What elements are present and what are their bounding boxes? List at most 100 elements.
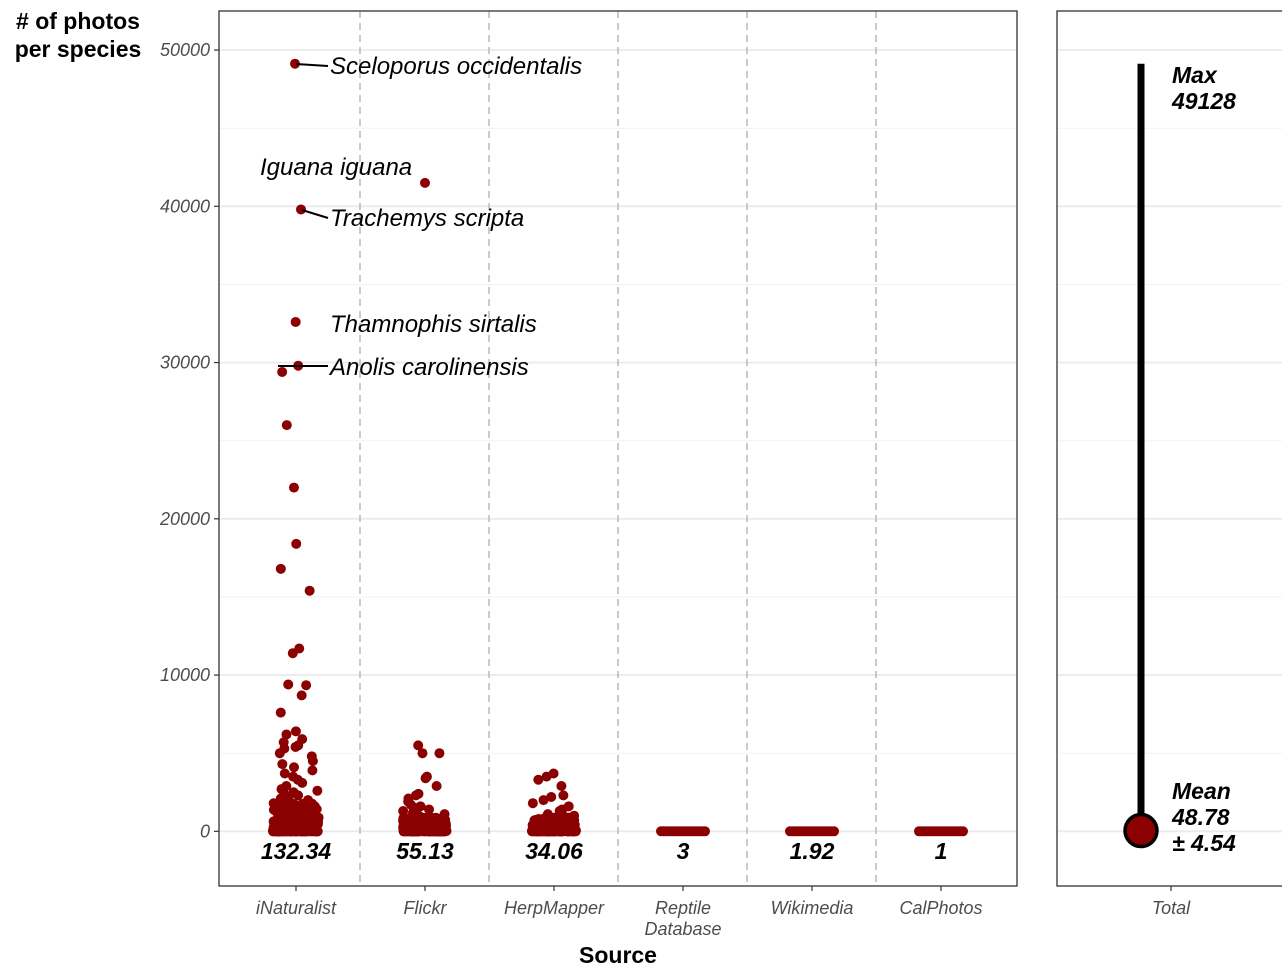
data-point — [541, 771, 552, 782]
category-mean-label: 1.92 — [790, 838, 835, 864]
data-point — [293, 790, 304, 801]
data-point — [420, 773, 431, 784]
data-point — [417, 748, 428, 759]
y-axis-title-line1: # of photos — [16, 8, 140, 34]
data-points-layer — [268, 58, 968, 837]
data-point — [290, 316, 301, 327]
annotation-label: Iguana iguana — [260, 154, 412, 181]
data-point — [546, 791, 557, 802]
x-tick-label: Wikimedia — [771, 898, 854, 918]
data-point — [279, 768, 290, 779]
annotation-leader — [295, 63, 329, 67]
data-point — [307, 765, 318, 776]
data-point — [529, 815, 540, 826]
data-point — [435, 813, 446, 824]
category-separators — [359, 11, 877, 886]
data-point — [287, 648, 298, 659]
category-mean-label: 34.06 — [525, 838, 583, 864]
main-panel-border — [218, 10, 1018, 887]
y-tick-label: 30000 — [160, 353, 210, 373]
x-axis-title: Source — [579, 942, 657, 965]
data-point — [288, 482, 299, 493]
annotation-label: Anolis carolinensis — [328, 354, 529, 381]
data-point — [290, 741, 301, 752]
annotations-layer: Sceloporus occidentalis Iguana iguana Trac… — [260, 53, 582, 381]
data-point — [533, 774, 544, 785]
data-point — [302, 799, 313, 810]
y-tick-label: 20000 — [159, 509, 210, 529]
data-point — [273, 819, 284, 830]
x-tick-label-total: Total — [1152, 898, 1191, 918]
data-point — [420, 177, 430, 188]
data-point — [275, 707, 286, 718]
data-point — [958, 826, 968, 837]
data-point — [290, 726, 301, 737]
total-max-label: Max — [1172, 62, 1218, 88]
data-point — [312, 785, 323, 796]
data-point — [301, 826, 312, 837]
data-point — [558, 790, 569, 801]
data-point — [277, 366, 288, 377]
annotation-label: Trachemys scripta — [330, 205, 524, 232]
data-point — [298, 810, 309, 821]
axis-ticks-layer: 0 10000 20000 30000 40000 50000 iNaturalist Fli… — [159, 40, 1191, 939]
data-point — [289, 811, 300, 822]
x-tick-label: CalPhotos — [899, 898, 982, 918]
x-tick-label: Reptile — [655, 898, 711, 918]
mean-labels-layer: 132.34 55.13 34.06 3 1.92 1 — [261, 838, 948, 864]
data-point — [304, 585, 315, 596]
y-tick-label: 50000 — [160, 40, 210, 60]
category-mean-label: 3 — [677, 838, 690, 864]
y-axis-title: # of photos per species — [15, 8, 142, 62]
data-point — [434, 748, 445, 759]
annotation-label: Thamnophis sirtalis — [330, 311, 537, 338]
x-tick-label: HerpMapper — [504, 898, 605, 918]
data-point — [272, 804, 283, 815]
data-point — [536, 826, 547, 837]
data-point — [439, 826, 450, 837]
data-point — [527, 798, 538, 809]
category-mean-label: 132.34 — [261, 838, 332, 864]
data-point — [411, 825, 422, 836]
data-point — [700, 826, 710, 837]
data-point — [290, 58, 300, 69]
data-point — [431, 781, 442, 791]
y-tick-label: 0 — [200, 821, 210, 841]
data-point — [556, 781, 567, 791]
data-point — [281, 420, 292, 431]
data-point — [291, 538, 302, 549]
data-point — [277, 759, 288, 770]
data-point — [420, 813, 431, 824]
data-point — [280, 799, 291, 810]
data-point — [568, 824, 579, 835]
category-mean-label: 55.13 — [396, 838, 454, 864]
data-point — [274, 748, 285, 759]
data-point — [283, 679, 294, 690]
total-mean-label: ± 4.54 — [1172, 830, 1236, 856]
y-tick-label: 10000 — [160, 665, 210, 685]
data-point — [547, 820, 558, 831]
data-point — [312, 819, 323, 830]
data-point — [288, 762, 299, 773]
total-panel-border — [1056, 10, 1282, 887]
y-tick-label: 40000 — [160, 196, 210, 216]
total-mean-point — [1123, 812, 1159, 849]
data-point — [829, 826, 839, 837]
data-point — [296, 204, 306, 215]
x-tick-label: iNaturalist — [256, 898, 337, 918]
category-mean-label: 1 — [935, 838, 948, 864]
annotation-leader — [301, 209, 329, 219]
total-mean-label: 48.78 — [1171, 804, 1230, 830]
data-point — [398, 815, 409, 826]
data-point — [301, 680, 312, 691]
x-tick-label: Flickr — [404, 898, 448, 918]
data-point — [307, 756, 318, 766]
total-mean-label: Mean — [1172, 778, 1231, 804]
data-point — [275, 563, 286, 574]
data-point — [297, 777, 308, 788]
annotation-label: Sceloporus occidentalis — [330, 53, 582, 80]
data-point — [413, 740, 424, 751]
data-point — [424, 804, 435, 815]
